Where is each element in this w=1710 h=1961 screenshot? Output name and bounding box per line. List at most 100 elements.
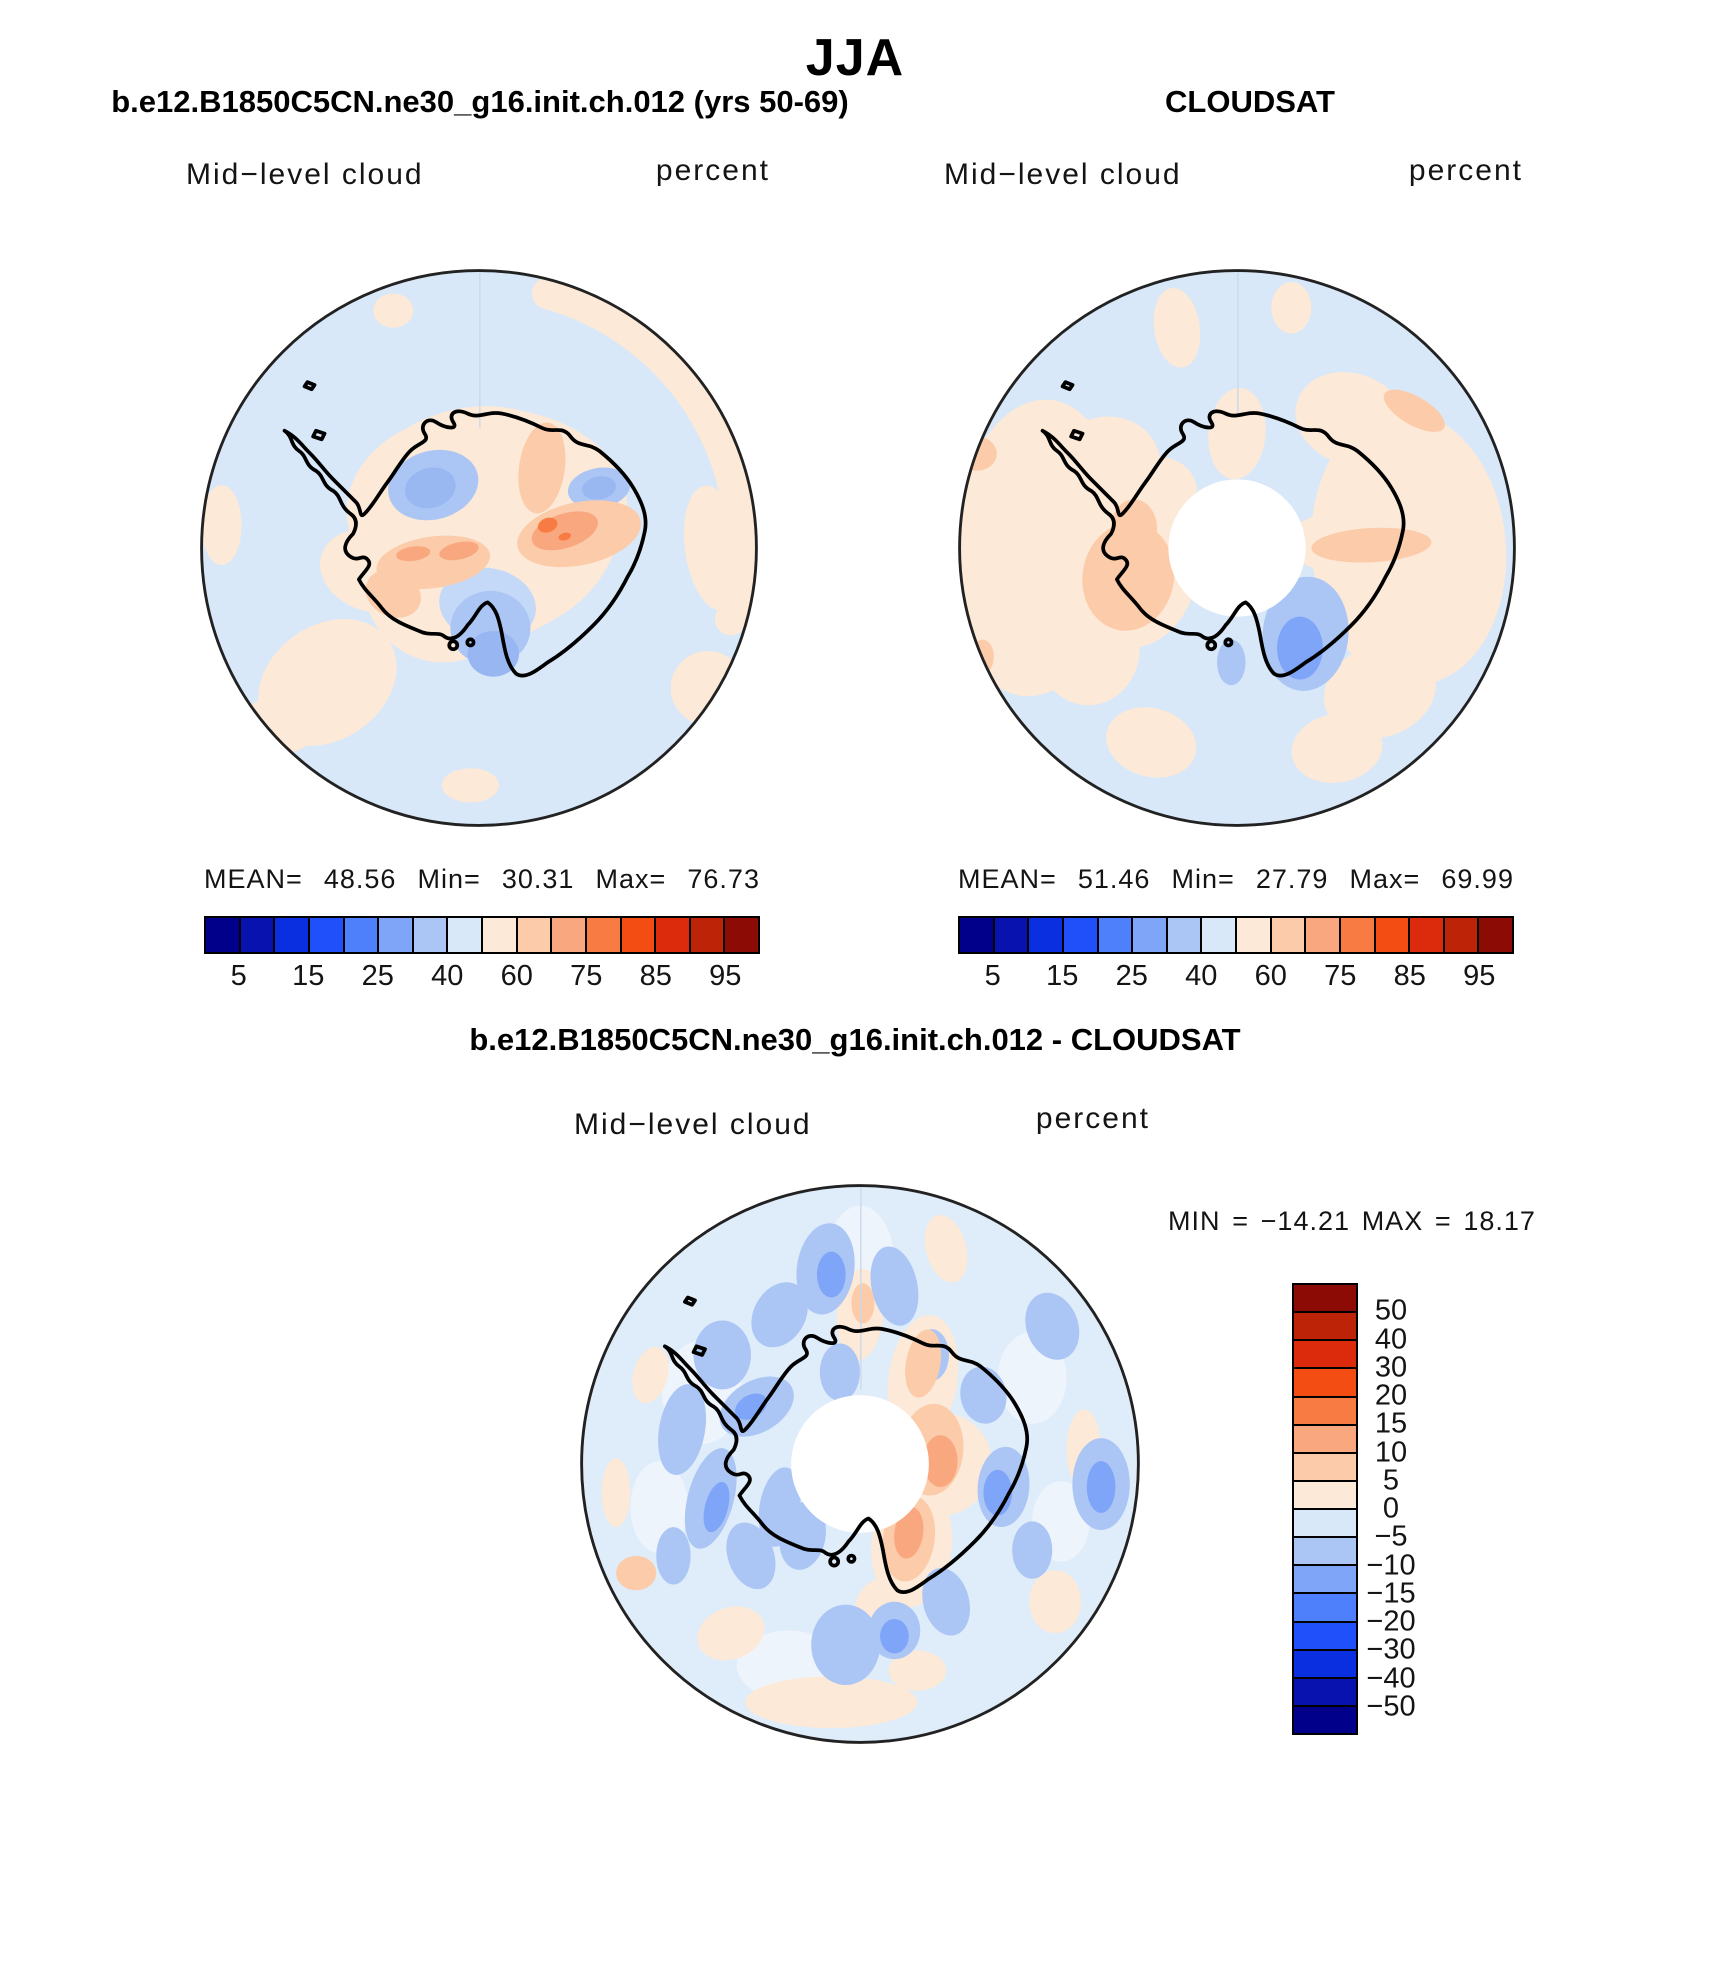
colorbar-tick-label: 75 <box>570 960 603 992</box>
colorbar-tick-label: −50 <box>1366 1690 1416 1723</box>
colorbar-segment <box>377 918 412 952</box>
colorbar-segment <box>411 918 447 952</box>
colorbar-segment <box>1235 918 1270 952</box>
difference-colorbar-ticks: 50 40 30 20 15 10 5 0 −5 −10 −15 −20 −30 −40 −50 <box>1358 1283 1424 1735</box>
colorbar-segment <box>1269 918 1305 952</box>
colorbar-segment <box>1294 1311 1356 1340</box>
colorbar-segment <box>1373 918 1409 952</box>
colorbar-segment <box>273 918 308 952</box>
min-value: −14.21 <box>1260 1206 1350 1236</box>
colorbar-segment <box>446 918 481 952</box>
model-colorbar-ticks: 5 15 25 40 60 75 85 95 <box>204 960 760 994</box>
colorbar-segment <box>619 918 655 952</box>
colorbar-segment <box>1294 1285 1356 1312</box>
colorbar-segment <box>688 918 724 952</box>
max-value: 69.99 <box>1441 864 1514 894</box>
colorbar-tick-label: 5 <box>984 960 1001 992</box>
min-label: MIN <box>1168 1206 1221 1236</box>
model-map <box>200 269 758 827</box>
cloudsat-map-contour-fills <box>959 270 1507 783</box>
model-colorbar <box>204 916 760 954</box>
colorbar-segment <box>515 918 551 952</box>
colorbar-tick-label: 75 <box>1324 960 1357 992</box>
cloudsat-units-label: percent <box>1408 154 1523 187</box>
max-label: Max= <box>595 864 667 894</box>
colorbar-segment <box>1096 918 1132 952</box>
model-units-label: percent <box>655 154 770 187</box>
difference-field-label: Mid−level cloud <box>574 1108 812 1141</box>
colorbar-segment <box>1294 1423 1356 1452</box>
difference-map-boundary <box>580 1184 1140 1744</box>
colorbar-segment <box>1477 918 1512 952</box>
max-label: MAX <box>1361 1206 1424 1236</box>
equals-sign: = <box>1434 1206 1452 1236</box>
colorbar-tick-label: −5 <box>1374 1520 1408 1553</box>
colorbar-tick-label: 85 <box>1393 960 1426 992</box>
colorbar-segment <box>481 918 516 952</box>
colorbar-tick-label: 95 <box>1463 960 1496 992</box>
colorbar-segment <box>1294 1648 1356 1677</box>
colorbar-segment <box>1294 1508 1356 1537</box>
colorbar-segment <box>1294 1620 1356 1649</box>
colorbar-segment <box>238 918 274 952</box>
colorbar-tick-label: 85 <box>639 960 672 992</box>
colorbar-segment <box>1294 1676 1356 1705</box>
colorbar-segment <box>960 918 993 952</box>
colorbar-tick-label: −40 <box>1366 1662 1416 1694</box>
mean-label: MEAN= <box>958 864 1057 894</box>
equals-sign: = <box>1232 1206 1249 1236</box>
colorbar-segment <box>1294 1451 1356 1480</box>
colorbar-tick-label: −10 <box>1366 1549 1416 1581</box>
colorbar-segment <box>1294 1339 1356 1368</box>
max-label: Max= <box>1349 864 1421 894</box>
colorbar-tick-label: 60 <box>1254 960 1287 992</box>
colorbar-segment <box>1304 918 1339 952</box>
colorbar-segment <box>1294 1564 1356 1593</box>
colorbar-tick-label: 10 <box>1374 1436 1408 1468</box>
mean-value: 48.56 <box>323 864 397 894</box>
cloudsat-map <box>958 269 1516 827</box>
colorbar-tick-label: 40 <box>431 960 464 992</box>
difference-panel-title: b.e12.B1850C5CN.ne30_g16.init.ch.012 - C… <box>469 1022 1241 1057</box>
colorbar-segment <box>1165 918 1201 952</box>
min-value: 30.31 <box>501 864 575 894</box>
model-panel-title: b.e12.B1850C5CN.ne30_g16.init.ch.012 (yr… <box>111 84 849 119</box>
model-stats: MEAN= 48.56 Min= 30.31 Max= 76.73 <box>204 864 760 895</box>
colorbar-segment <box>1338 918 1374 952</box>
cloudsat-colorbar <box>958 916 1514 954</box>
colorbar-tick-label: 30 <box>1374 1351 1408 1384</box>
difference-polar-data-gap <box>791 1395 929 1533</box>
difference-map <box>580 1184 1140 1744</box>
cloudsat-colorbar-ticks: 5 15 25 40 60 75 85 95 <box>958 960 1514 994</box>
colorbar-segment <box>550 918 585 952</box>
colorbar-segment <box>1200 918 1235 952</box>
mean-label: MEAN= <box>204 864 303 894</box>
colorbar-segment <box>1294 1536 1356 1565</box>
colorbar-tick-label: 20 <box>1374 1379 1408 1412</box>
colorbar-tick-label: 25 <box>361 960 394 992</box>
colorbar-tick-label: −30 <box>1366 1633 1416 1666</box>
colorbar-segment <box>1294 1367 1356 1396</box>
model-field-label: Mid−level cloud <box>186 158 424 191</box>
colorbar-tick-label: 15 <box>1374 1407 1408 1440</box>
colorbar-segment <box>1294 1592 1356 1621</box>
colorbar-segment <box>1442 918 1478 952</box>
colorbar-tick-label: −20 <box>1366 1605 1416 1638</box>
colorbar-segment <box>723 918 758 952</box>
colorbar-tick-label: −15 <box>1366 1577 1416 1610</box>
colorbar-segment <box>206 918 239 952</box>
difference-units-label: percent <box>1035 1102 1150 1135</box>
colorbar-segment <box>1408 918 1443 952</box>
colorbar-segment <box>1294 1395 1356 1424</box>
mean-value: 51.46 <box>1077 864 1151 894</box>
colorbar-tick-label: 25 <box>1115 960 1148 992</box>
colorbar-segment <box>1294 1704 1356 1733</box>
colorbar-segment <box>992 918 1028 952</box>
max-value: 76.73 <box>687 864 760 894</box>
figure-title: JJA <box>805 29 905 87</box>
min-label: Min= <box>417 864 481 894</box>
colorbar-tick-label: 40 <box>1185 960 1218 992</box>
colorbar-segment <box>1294 1479 1356 1508</box>
colorbar-tick-label: 95 <box>709 960 742 992</box>
difference-colorbar <box>1292 1283 1358 1735</box>
